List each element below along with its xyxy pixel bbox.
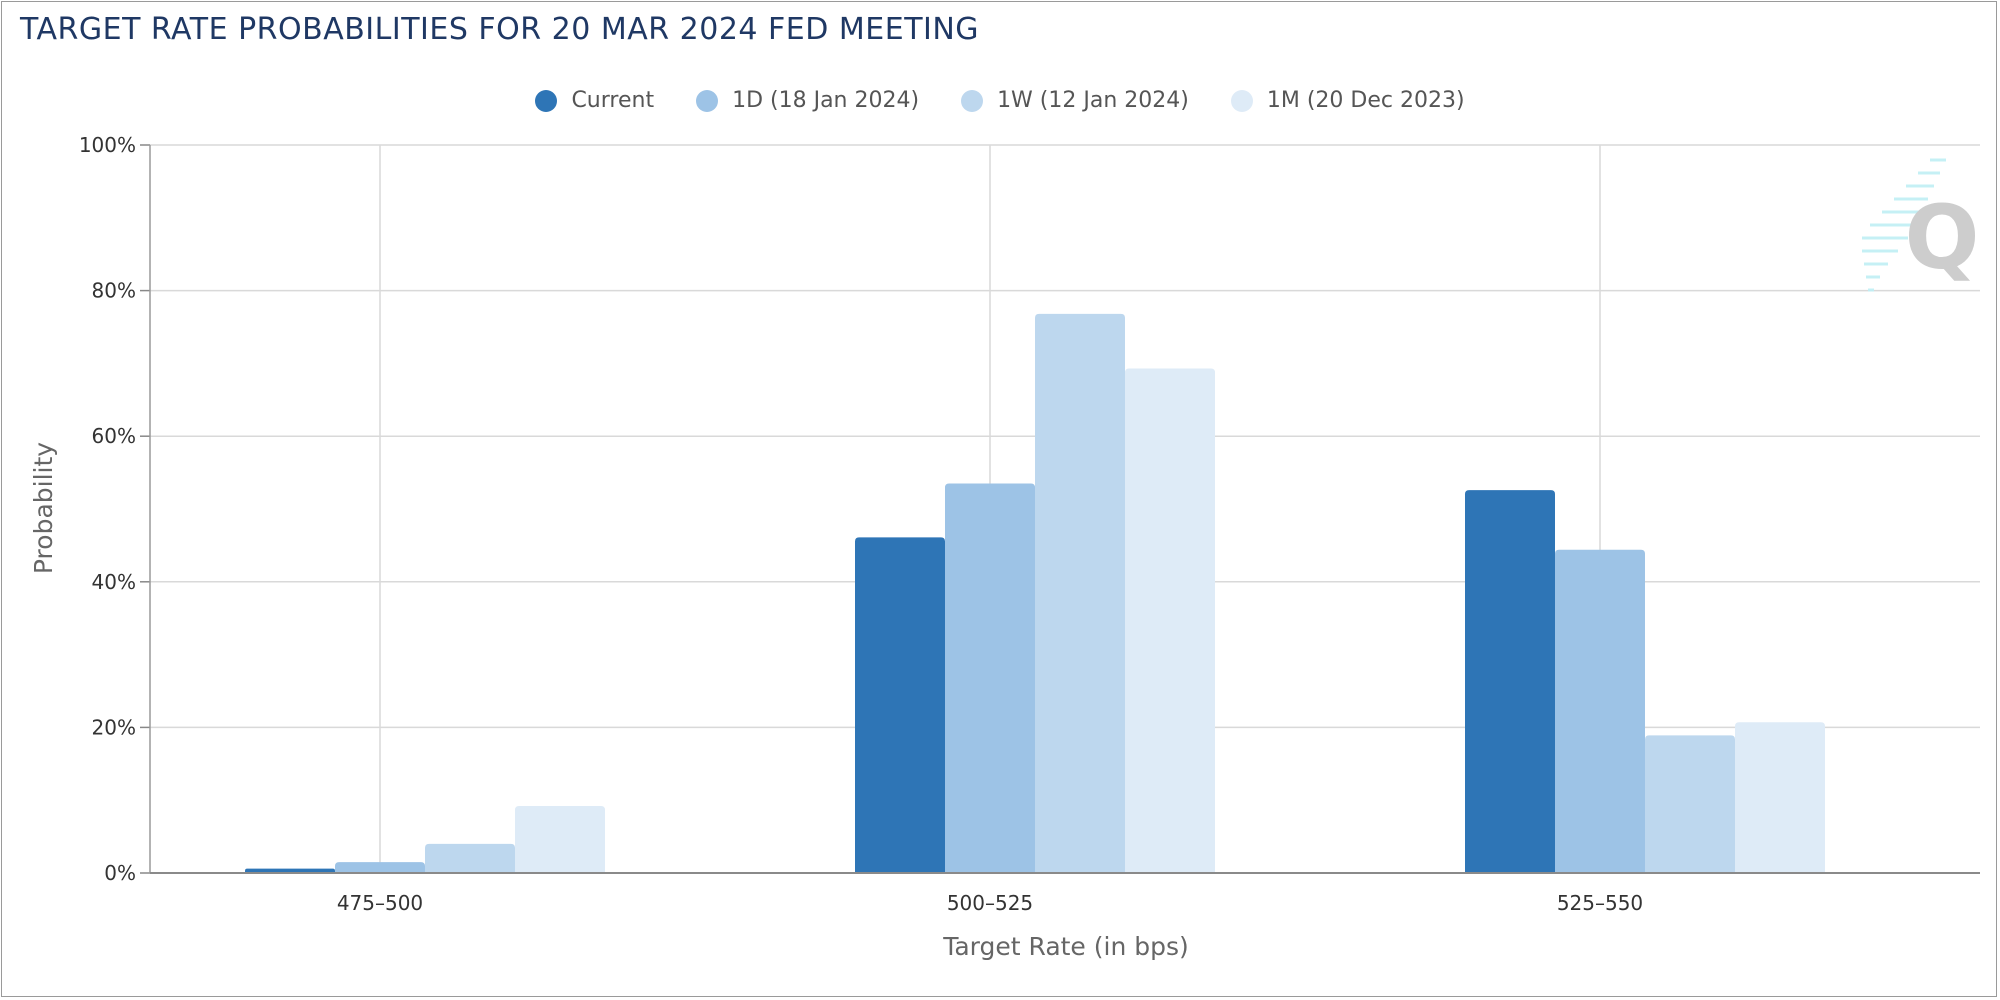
legend-swatch-1w [961,89,984,112]
y-tick-label: 20% [92,715,136,739]
legend-label-1d: 1D (18 Jan 2024) [732,88,920,113]
legend-item-1d[interactable]: 1D (18 Jan 2024) [696,88,919,113]
legend-item-current[interactable]: Current [535,88,654,113]
legend-swatch-1m [1230,89,1253,112]
bar-525-550-1m[interactable] [1735,722,1825,873]
legend-item-1m[interactable]: 1M (20 Dec 2023) [1230,88,1465,113]
y-tick-label: 100% [79,133,136,157]
legend-label-current: Current [571,88,655,113]
legend-label-1w: 1W (12 Jan 2024) [997,88,1189,113]
watermark-logo: Q [1862,158,1980,292]
y-tick-label: 60% [92,424,136,448]
bars [245,313,1825,873]
y-axis-title: Probability [29,442,58,574]
bar-525-550-1w[interactable] [1645,735,1735,873]
legend: Current 1D (18 Jan 2024) 1W (12 Jan 2024… [0,88,2000,113]
bar-475-500-current[interactable] [245,868,335,873]
x-axis-title: Target Rate (in bps) [942,932,1189,961]
bar-500-525-1w[interactable] [1035,313,1125,873]
bar-475-500-1d[interactable] [335,862,425,873]
bar-500-525-current[interactable] [855,537,945,873]
bar-525-550-1d[interactable] [1555,549,1645,873]
bar-475-500-1w[interactable] [425,843,515,873]
y-tick-label: 40% [92,570,136,594]
y-tick-label: 80% [92,279,136,303]
bar-525-550-current[interactable] [1465,490,1555,873]
legend-swatch-current [535,89,558,112]
axes: 0% 20% 40% 60% 80% 100% 475–500 500–525 525–550 [79,133,1980,915]
bar-500-525-1d[interactable] [945,483,1035,873]
legend-label-1m: 1M (20 Dec 2023) [1266,88,1465,113]
x-tick-label: 525–550 [1557,891,1643,915]
legend-swatch-1d [696,89,719,112]
chart-title: TARGET RATE PROBABILITIES FOR 20 MAR 202… [20,12,980,47]
bar-500-525-1m[interactable] [1125,368,1215,873]
svg-text:Q: Q [1905,186,1980,289]
y-tick-label: 0% [104,861,136,885]
legend-item-1w[interactable]: 1W (12 Jan 2024) [961,88,1189,113]
bar-475-500-1m[interactable] [515,806,605,873]
x-tick-label: 500–525 [947,891,1033,915]
x-tick-label: 475–500 [337,891,423,915]
